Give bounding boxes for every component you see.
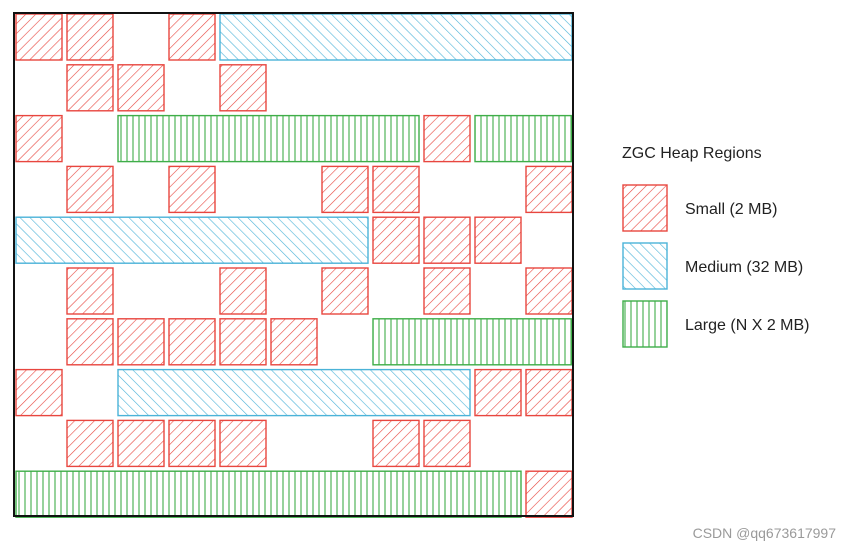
region-small xyxy=(117,419,165,468)
region-large xyxy=(117,114,420,163)
legend-title: ZGC Heap Regions xyxy=(622,145,762,162)
region-small xyxy=(219,318,267,366)
region-small xyxy=(66,267,114,315)
region-small xyxy=(66,318,114,366)
region-small xyxy=(15,368,63,417)
region-small xyxy=(321,165,369,214)
region-medium xyxy=(15,216,369,264)
watermark: CSDN @qq673617997 xyxy=(693,525,837,541)
region-small xyxy=(525,165,573,214)
region-large xyxy=(15,470,522,518)
region-small xyxy=(219,64,267,112)
region-small xyxy=(15,13,63,61)
region-small xyxy=(525,368,573,417)
region-small xyxy=(219,267,267,315)
region-small xyxy=(15,114,63,163)
legend-swatch-large xyxy=(622,300,668,348)
region-small xyxy=(525,470,573,518)
region-small xyxy=(168,419,216,468)
region-small xyxy=(219,419,267,468)
legend-label-large: Large (N X 2 MB) xyxy=(685,317,809,334)
region-small xyxy=(66,419,114,468)
region-large xyxy=(372,318,573,366)
region-small xyxy=(66,165,114,214)
region-small xyxy=(117,318,165,366)
region-small xyxy=(372,165,420,214)
region-small xyxy=(423,419,471,468)
region-small xyxy=(474,216,522,264)
legend: ZGC Heap Regions Small (2 MB) Medium (32… xyxy=(622,145,809,348)
legend-label-medium: Medium (32 MB) xyxy=(685,259,803,276)
legend-swatch-medium xyxy=(622,242,668,290)
region-small xyxy=(372,216,420,264)
legend-label-small: Small (2 MB) xyxy=(685,201,777,218)
region-small xyxy=(372,419,420,468)
heap-regions xyxy=(15,13,573,518)
region-small xyxy=(117,64,165,112)
region-small xyxy=(66,13,114,61)
region-small xyxy=(525,267,573,315)
region-small xyxy=(66,64,114,112)
region-small xyxy=(321,267,369,315)
legend-swatch-small xyxy=(622,184,668,232)
region-small xyxy=(423,267,471,315)
region-small xyxy=(423,114,471,163)
region-small xyxy=(474,368,522,417)
region-medium xyxy=(219,13,573,61)
heap-border xyxy=(13,12,574,517)
region-small xyxy=(168,165,216,214)
region-small xyxy=(270,318,318,366)
region-medium xyxy=(117,368,471,417)
region-small xyxy=(168,13,216,61)
region-small xyxy=(423,216,471,264)
region-small xyxy=(168,318,216,366)
region-large xyxy=(474,114,573,163)
